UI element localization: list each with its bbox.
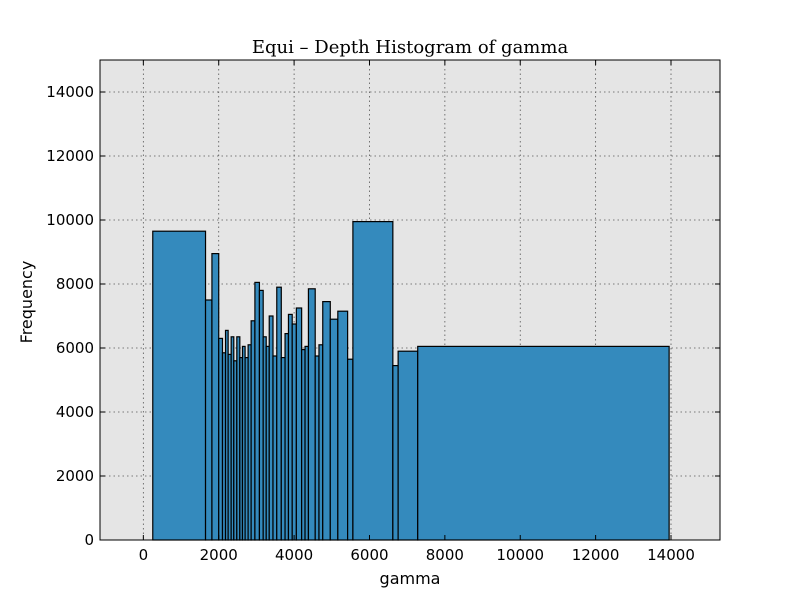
histogram-bar-38 [392, 365, 399, 541]
x-tick-label: 14000 [647, 546, 695, 564]
histogram-bar-1 [152, 230, 207, 541]
y-tick-label: 10000 [46, 211, 94, 229]
y-tick-label: 8000 [56, 275, 94, 293]
histogram-bar-3 [211, 253, 220, 541]
x-tick-label: 8000 [426, 546, 464, 564]
y-tick-label: 0 [84, 531, 94, 549]
histogram-bar-26 [291, 323, 297, 541]
histogram-bar-37 [352, 221, 394, 541]
histogram-bar-2 [204, 299, 213, 541]
x-tick-label: 0 [139, 546, 149, 564]
histogram-bar-35 [337, 310, 349, 541]
histogram-bar-16 [254, 281, 261, 541]
histogram-bar-39 [397, 350, 419, 541]
plot-frame [99, 59, 721, 541]
histogram-bar-34 [329, 318, 339, 541]
chart-title: Equi – Depth Histogram of gamma [252, 37, 569, 58]
histogram-bar-36 [347, 358, 354, 541]
y-tick-label: 14000 [46, 83, 94, 101]
x-tick-label: 6000 [350, 546, 388, 564]
y-tick-label: 6000 [56, 339, 94, 357]
x-tick-label: 12000 [572, 546, 620, 564]
y-tick-label: 4000 [56, 403, 94, 421]
y-tick-label: 2000 [56, 467, 94, 485]
histogram-bar-40 [417, 345, 670, 541]
y-tick-label: 12000 [46, 147, 94, 165]
y-axis-label: Frequency [17, 261, 36, 344]
x-tick-label: 4000 [275, 546, 313, 564]
histogram-bar-22 [276, 286, 282, 541]
x-tick-label: 10000 [496, 546, 544, 564]
histogram-bar-30 [307, 288, 316, 541]
x-tick-label: 2000 [200, 546, 238, 564]
histogram-bar-33 [322, 301, 331, 541]
histogram-bar-27 [295, 307, 303, 541]
axis-ticks: 0 2000 4000 6000 8000 10000 12000 14000 0 2000 400… [46, 60, 720, 564]
x-axis-label: gamma [380, 569, 441, 588]
